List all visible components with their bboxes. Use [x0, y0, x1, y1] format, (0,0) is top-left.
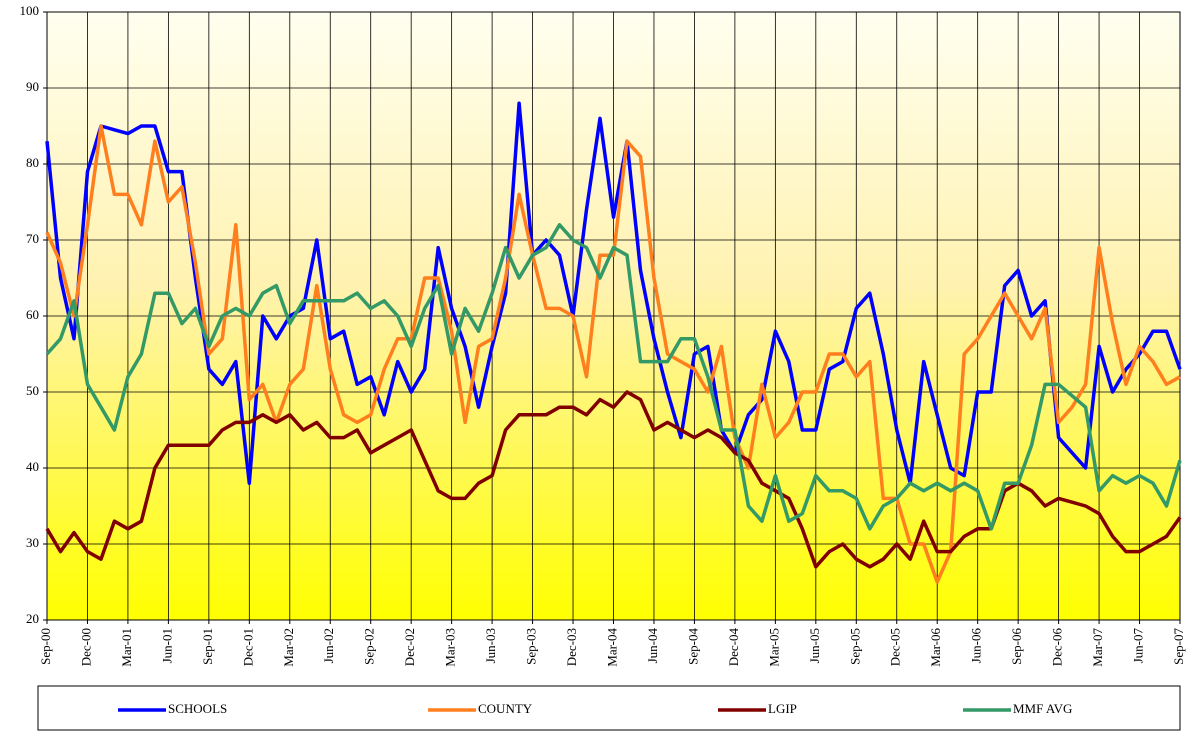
x-tick-label: Sep-03	[524, 628, 539, 665]
x-tick-label: Sep-04	[685, 628, 700, 665]
x-tick-label: Dec-04	[726, 628, 741, 667]
x-tick-label: Jun-03	[483, 628, 498, 663]
series-line	[45, 223, 1182, 531]
x-tick-label: Mar-01	[119, 628, 134, 667]
legend-label: SCHOOLS	[168, 701, 227, 716]
x-tick-label: Sep-02	[362, 628, 377, 665]
x-tick-label: Jun-07	[1131, 628, 1146, 664]
y-tick-label: 100	[20, 3, 40, 18]
x-tick-label: Dec-03	[564, 628, 579, 666]
x-tick-label: Sep-01	[200, 628, 215, 665]
legend-label: MMF AVG	[1013, 701, 1072, 716]
x-tick-label: Jun-01	[159, 628, 174, 663]
x-tick-label: Sep-00	[38, 628, 53, 665]
x-tick-label: Dec-06	[1050, 628, 1065, 667]
x-tick-label: Mar-06	[928, 628, 943, 667]
x-tick-label: Mar-04	[604, 628, 619, 667]
y-tick-label: 70	[26, 231, 39, 246]
x-tick-label: Jun-04	[645, 628, 660, 664]
x-tick-label: Jun-06	[969, 628, 984, 664]
x-tick-label: Dec-00	[78, 628, 93, 666]
y-tick-label: 50	[26, 383, 39, 398]
series-line	[45, 124, 1181, 584]
x-tick-label: Mar-05	[766, 628, 781, 667]
x-tick-label: Mar-03	[443, 628, 458, 667]
legend-box	[37, 685, 1181, 731]
x-tick-label: Dec-01	[240, 628, 255, 666]
x-tick-label: Dec-05	[888, 628, 903, 666]
y-tick-label: 90	[26, 79, 39, 94]
y-tick-label: 40	[26, 459, 39, 474]
x-tick-label: Jun-05	[807, 628, 822, 663]
x-tick-label: Jun-02	[321, 628, 336, 663]
y-tick-label: 20	[26, 611, 39, 626]
x-tick-label: Dec-02	[402, 628, 417, 666]
x-tick-label: Sep-07	[1171, 628, 1186, 665]
series-line	[45, 101, 1182, 485]
y-tick-label: 30	[26, 535, 39, 550]
legend-label: COUNTY	[478, 701, 533, 716]
legend-label: LGIP	[768, 701, 797, 716]
x-tick-label: Mar-02	[281, 628, 296, 667]
x-tick-label: Mar-07	[1090, 628, 1105, 667]
y-tick-label: 60	[26, 307, 39, 322]
y-tick-label: 80	[26, 155, 39, 170]
x-tick-label: Sep-06	[1009, 628, 1024, 665]
x-tick-label: Sep-05	[847, 628, 862, 665]
